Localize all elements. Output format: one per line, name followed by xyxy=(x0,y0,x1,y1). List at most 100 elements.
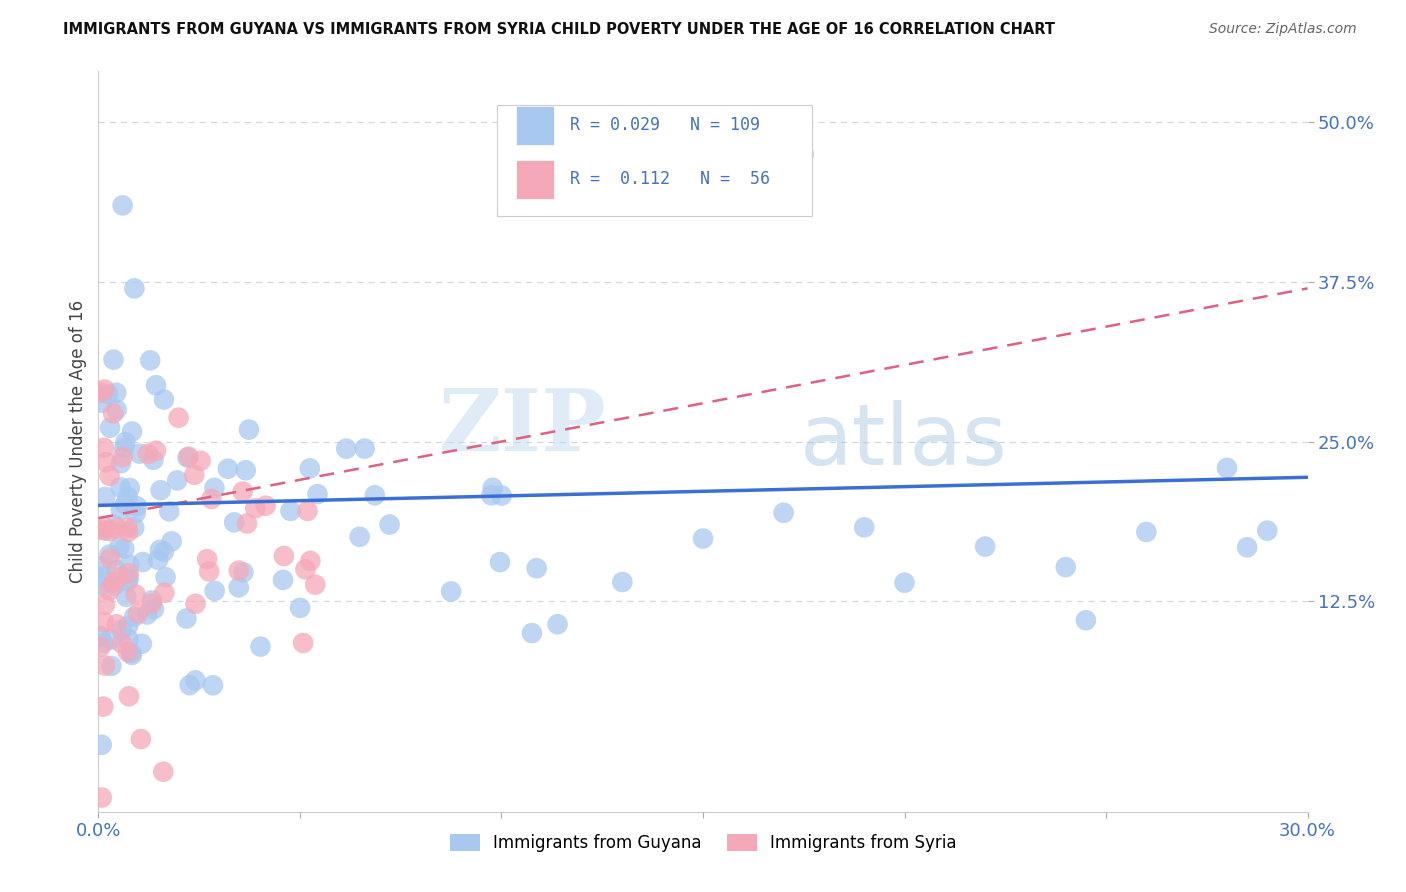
Point xyxy=(91,636,114,650)
Point xyxy=(364,488,387,502)
Point xyxy=(111,198,134,212)
Point xyxy=(183,467,205,482)
Point xyxy=(122,521,145,535)
Point xyxy=(132,555,155,569)
Point xyxy=(145,443,167,458)
Point xyxy=(91,395,114,409)
Point xyxy=(136,447,159,461)
Point xyxy=(166,474,188,488)
Text: IMMIGRANTS FROM GUYANA VS IMMIGRANTS FROM SYRIA CHILD POVERTY UNDER THE AGE OF 1: IMMIGRANTS FROM GUYANA VS IMMIGRANTS FRO… xyxy=(63,22,1056,37)
Point xyxy=(114,435,136,450)
Point xyxy=(1256,524,1278,538)
Point xyxy=(90,863,112,878)
Point xyxy=(100,659,122,673)
Point xyxy=(110,502,132,516)
Point xyxy=(125,500,148,514)
Point xyxy=(118,481,141,495)
Point xyxy=(149,483,172,498)
Point xyxy=(176,450,198,465)
Point xyxy=(149,542,172,557)
Point xyxy=(93,441,115,455)
Point xyxy=(118,690,141,704)
Point xyxy=(128,447,150,461)
Point xyxy=(176,611,198,625)
Point xyxy=(224,516,246,530)
Point xyxy=(98,583,121,598)
Point xyxy=(94,524,117,538)
Point xyxy=(103,352,125,367)
Point xyxy=(108,540,131,554)
Point xyxy=(793,147,815,161)
Point xyxy=(114,497,136,511)
Point xyxy=(117,490,139,504)
Point xyxy=(304,577,326,591)
Point xyxy=(124,587,146,601)
Point xyxy=(160,534,183,549)
Point xyxy=(139,353,162,368)
Point xyxy=(298,461,321,475)
Point xyxy=(204,583,226,598)
Point xyxy=(98,524,121,538)
Point xyxy=(271,573,294,587)
Point xyxy=(94,598,117,612)
Point xyxy=(292,636,315,650)
Text: atlas: atlas xyxy=(800,400,1008,483)
Point xyxy=(98,548,121,562)
Point xyxy=(184,597,207,611)
Point xyxy=(104,518,127,533)
Point xyxy=(101,406,124,420)
Point xyxy=(526,561,548,575)
Y-axis label: Child Poverty Under the Age of 16: Child Poverty Under the Age of 16 xyxy=(69,300,87,583)
Point xyxy=(117,521,139,535)
Point xyxy=(105,617,128,632)
Point xyxy=(1074,613,1097,627)
Point xyxy=(143,602,166,616)
Point xyxy=(94,521,117,535)
Point xyxy=(155,570,177,584)
Point xyxy=(148,552,170,566)
Point xyxy=(235,463,257,477)
Point xyxy=(125,506,148,520)
Point xyxy=(190,454,212,468)
Point xyxy=(349,530,371,544)
Point xyxy=(481,481,503,495)
Point xyxy=(489,555,512,569)
Point xyxy=(201,678,224,692)
Point xyxy=(853,520,876,534)
Point xyxy=(127,607,149,621)
Point xyxy=(228,564,250,578)
Point xyxy=(167,410,190,425)
FancyBboxPatch shape xyxy=(516,161,554,199)
Point xyxy=(232,484,254,499)
Point xyxy=(89,640,111,654)
Point xyxy=(110,480,132,494)
Point xyxy=(110,623,132,637)
Point xyxy=(121,425,143,439)
Point xyxy=(184,673,207,688)
Point xyxy=(204,481,226,495)
Point xyxy=(479,488,502,502)
Point xyxy=(118,558,141,572)
Point xyxy=(107,570,129,584)
Point xyxy=(122,609,145,624)
Point xyxy=(692,532,714,546)
Point xyxy=(141,593,163,607)
Point xyxy=(200,491,222,506)
Point xyxy=(124,281,146,295)
Point xyxy=(152,764,174,779)
Point xyxy=(121,648,143,662)
Point xyxy=(152,545,174,559)
Text: R = 0.029   N = 109: R = 0.029 N = 109 xyxy=(569,117,761,135)
Point xyxy=(98,421,121,435)
Point xyxy=(91,569,114,583)
Point xyxy=(273,549,295,563)
Text: Source: ZipAtlas.com: Source: ZipAtlas.com xyxy=(1209,22,1357,37)
Point xyxy=(110,456,132,470)
Point xyxy=(974,540,997,554)
Point xyxy=(280,504,302,518)
Point xyxy=(117,619,139,633)
Point xyxy=(112,541,135,556)
Point xyxy=(520,626,543,640)
Point xyxy=(177,450,200,464)
Point xyxy=(117,566,139,581)
